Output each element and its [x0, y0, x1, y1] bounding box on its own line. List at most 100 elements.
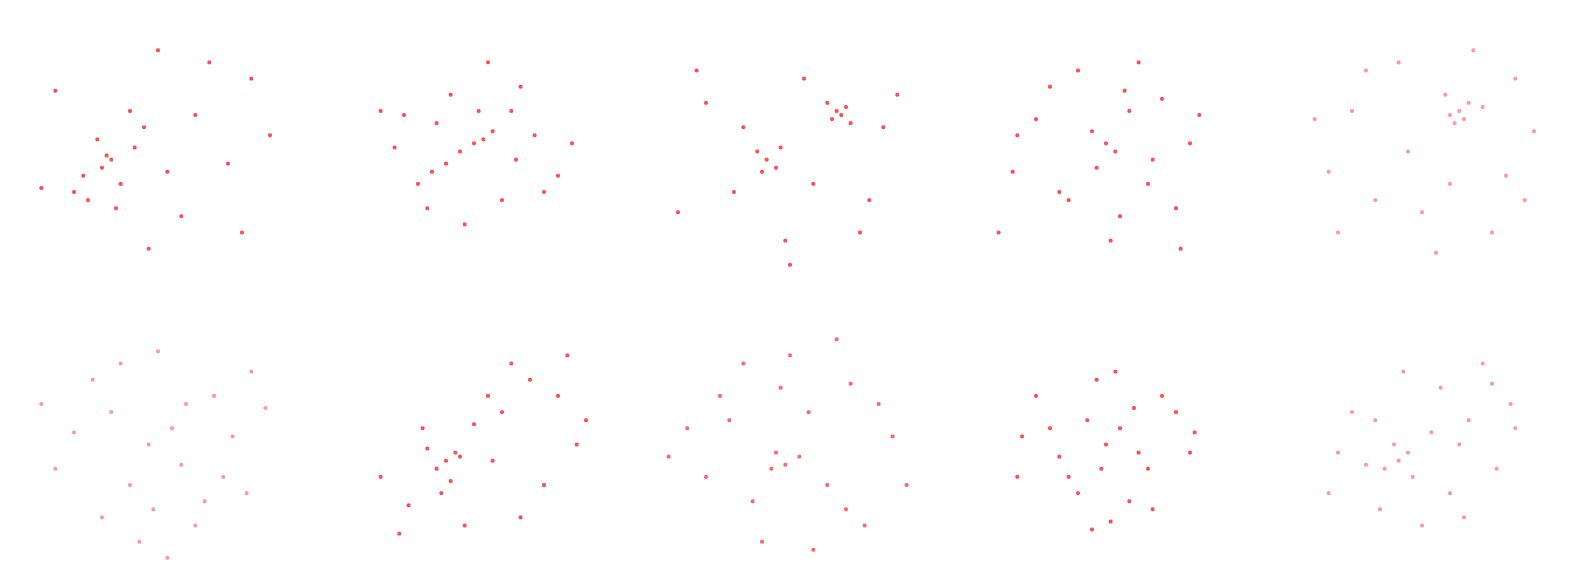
- scatter-point: [1122, 88, 1127, 93]
- scatter-point: [118, 361, 123, 366]
- scatter-point: [114, 206, 118, 211]
- scatter-point: [556, 393, 560, 398]
- scatter-point: [858, 230, 862, 235]
- scatter-point: [876, 402, 881, 406]
- scatter-point: [1108, 519, 1113, 524]
- scatter-point: [806, 410, 811, 415]
- scatter-point: [184, 402, 188, 406]
- scatter-point: [788, 353, 792, 358]
- scatter-point: [212, 393, 216, 398]
- scatter-point: [179, 214, 184, 219]
- scatter-point: [704, 100, 708, 105]
- scatter-point: [1350, 410, 1354, 415]
- scatter-point: [685, 426, 690, 431]
- scatter-point: [1188, 141, 1192, 146]
- scatter-point: [1127, 109, 1132, 113]
- scatter-point: [1034, 393, 1038, 398]
- scatter-point: [230, 434, 235, 439]
- scatter-point: [1057, 454, 1062, 459]
- scatter-point: [165, 169, 170, 174]
- scatter-point: [1466, 100, 1471, 105]
- scatter-point: [1178, 246, 1183, 251]
- scatter-point: [848, 381, 853, 386]
- scatter-point: [996, 230, 1001, 235]
- scatter-point: [1378, 507, 1382, 512]
- scatter-panel: [1326, 361, 1518, 528]
- scatter-point: [1174, 206, 1178, 211]
- scatter-point: [1494, 466, 1499, 471]
- scatter-point: [221, 474, 226, 479]
- scatter-point: [570, 141, 574, 146]
- scatter-point: [434, 121, 439, 126]
- scatter-point: [439, 491, 444, 496]
- scatter-point: [137, 539, 142, 544]
- scatter-point: [1406, 450, 1410, 455]
- scatter-point: [1443, 92, 1448, 97]
- scatter-point: [1104, 442, 1108, 447]
- scatter-point: [1462, 117, 1466, 122]
- scatter-point: [146, 442, 151, 447]
- scatter-point: [1457, 442, 1462, 447]
- scatter-point: [1312, 117, 1317, 122]
- scatter-point: [1020, 434, 1024, 439]
- scatter-point: [490, 129, 495, 134]
- scatter-point: [1364, 462, 1368, 467]
- scatter-point: [170, 426, 174, 431]
- scatter-point: [518, 515, 523, 520]
- scatter-point: [755, 149, 760, 154]
- scatter-point: [425, 206, 430, 211]
- scatter-point: [156, 48, 160, 53]
- scatter-point: [1146, 181, 1150, 186]
- scatter-point: [100, 165, 104, 170]
- scatter-point: [1364, 68, 1368, 73]
- scatter-point: [179, 462, 184, 467]
- scatter-point: [825, 100, 830, 105]
- scatter-point: [509, 109, 514, 113]
- scatter-point: [1015, 474, 1020, 479]
- scatter-point: [1136, 450, 1141, 455]
- scatter-point: [81, 173, 86, 178]
- scatter-point: [481, 137, 486, 142]
- scatter-point: [1396, 60, 1401, 65]
- scatter-point: [1532, 129, 1536, 134]
- scatter-point: [1336, 450, 1340, 455]
- scatter-point: [1094, 165, 1099, 170]
- scatter-point: [53, 88, 58, 93]
- scatter-point: [156, 349, 160, 354]
- scatter-point: [486, 393, 490, 398]
- scatter-point: [458, 454, 462, 459]
- scatter-point: [425, 446, 430, 451]
- scatter-point: [783, 238, 788, 243]
- scatter-panel: [39, 48, 272, 251]
- scatter-point: [1113, 149, 1118, 154]
- scatter-point: [392, 145, 397, 150]
- scatter-point: [844, 104, 848, 109]
- scatter-point: [86, 198, 90, 203]
- scatter-point: [778, 385, 783, 390]
- scatter-point: [39, 402, 44, 406]
- scatter-point: [1406, 149, 1410, 154]
- scatter-point: [862, 523, 867, 528]
- scatter-point: [1127, 499, 1132, 504]
- scatter-point: [834, 337, 839, 342]
- scatter-point: [848, 121, 853, 126]
- scatter-point: [1066, 474, 1071, 479]
- scatter-point: [109, 410, 114, 415]
- scatter-point: [249, 76, 254, 81]
- scatter-point: [1118, 214, 1122, 219]
- scatter-point: [1373, 418, 1378, 423]
- scatter-point: [839, 113, 844, 118]
- scatter-point: [1350, 109, 1354, 113]
- scatter-point: [1188, 450, 1192, 455]
- scatter-point: [1466, 418, 1471, 423]
- scatter-point: [416, 181, 420, 186]
- scatter-point: [462, 222, 467, 227]
- scatter-point: [146, 246, 151, 251]
- scatter-point: [476, 109, 481, 113]
- scatter-point: [844, 507, 848, 512]
- scatter-point: [881, 125, 886, 130]
- scatter-point: [1066, 198, 1071, 203]
- scatter-point: [741, 125, 746, 130]
- scatter-point: [1420, 210, 1424, 215]
